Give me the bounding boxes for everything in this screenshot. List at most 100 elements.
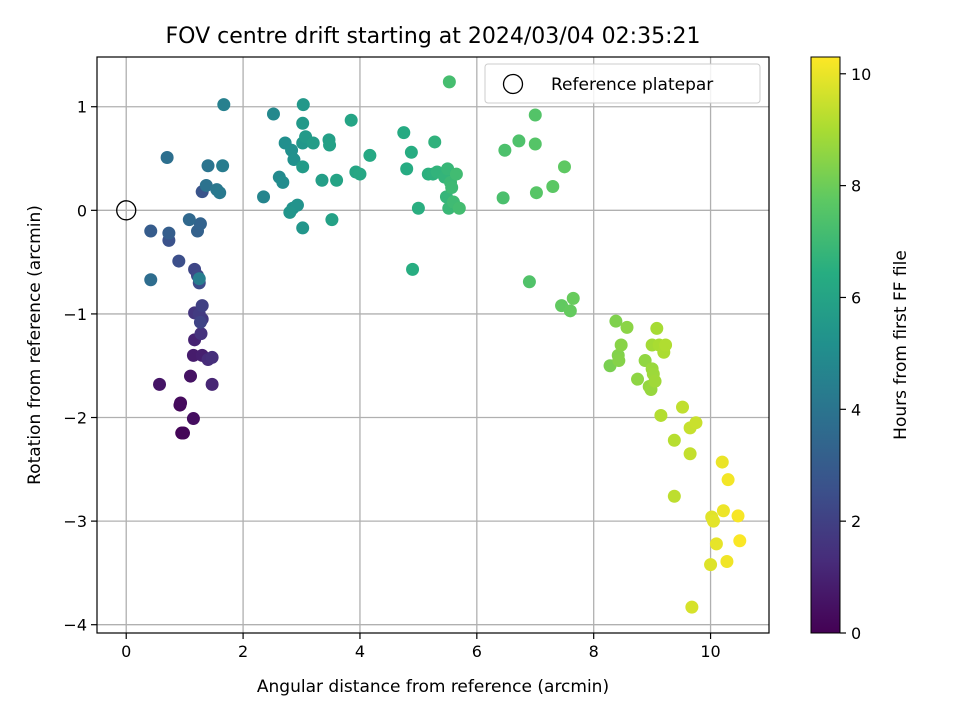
scatter-point: [715, 455, 729, 469]
scatter-point: [205, 377, 219, 391]
scatter-point: [689, 416, 703, 430]
colorbar-tick-label: 10: [851, 65, 871, 84]
y-tick-label: −2: [63, 409, 87, 428]
scatter-point: [330, 173, 344, 187]
y-tick-label: −4: [63, 616, 87, 635]
scatter-point: [201, 159, 215, 173]
legend-box: [484, 63, 761, 104]
scatter-point: [315, 173, 329, 187]
x-tick-label: 10: [700, 642, 720, 661]
scatter-point: [400, 162, 414, 176]
x-axis-ticks: 0 2 4 6 8 10: [121, 633, 721, 661]
scatter-point: [445, 181, 459, 195]
scatter-point: [195, 299, 209, 313]
scatter-point: [685, 600, 699, 614]
colorbar-frame: [810, 56, 841, 634]
scatter-point: [654, 408, 668, 422]
scatter-point: [216, 159, 230, 173]
scatter-point: [162, 226, 176, 240]
scatter-point: [704, 558, 718, 572]
scatter-point: [667, 433, 681, 447]
scatter-point: [566, 291, 580, 305]
plot-area: 0 2 4 6 8 10 −4 −3 −2 −1 0 1: [63, 56, 770, 661]
scatter-point: [344, 113, 358, 127]
scatter-point: [733, 534, 747, 548]
scatter-point: [296, 98, 310, 112]
scatter-point: [283, 205, 297, 219]
scatter-point: [683, 447, 697, 461]
scatter-point: [144, 273, 158, 287]
scatter-point: [194, 327, 208, 341]
legend: Reference platepar: [484, 63, 761, 104]
scatter-point: [323, 138, 337, 152]
scatter-point: [716, 504, 730, 518]
scatter-point: [296, 116, 310, 130]
x-tick-label: 2: [238, 642, 248, 661]
scatter-point: [563, 304, 577, 318]
reference-marker-group: [116, 200, 137, 221]
scatter-point: [296, 221, 310, 235]
x-tick-label: 4: [355, 642, 365, 661]
scatter-point: [546, 179, 560, 193]
scatter-point: [709, 537, 723, 551]
scatter-point: [266, 107, 280, 121]
scatter-point: [193, 217, 207, 231]
scatter-point: [442, 75, 456, 89]
scatter-point: [176, 426, 190, 440]
grid: [97, 57, 769, 633]
scatter-point: [612, 354, 626, 368]
scatter-point: [676, 400, 690, 414]
scatter-point: [153, 377, 167, 391]
scatter-point: [522, 275, 536, 289]
y-tick-label: 0: [77, 201, 87, 220]
scatter-point: [620, 320, 634, 334]
scatter-point: [452, 201, 466, 215]
scatter-point: [186, 412, 200, 426]
scatter-point: [528, 137, 542, 151]
scatter-point: [192, 272, 206, 286]
scatter-point: [650, 321, 664, 335]
scatter-point: [174, 396, 188, 410]
y-tick-label: −3: [63, 512, 87, 531]
scatter-point: [257, 190, 271, 204]
scatter-point: [512, 134, 526, 148]
y-axis-ticks: −4 −3 −2 −1 0 1: [63, 98, 97, 635]
colorbar-tick-label: 8: [851, 177, 861, 196]
colorbar-gradient: [811, 57, 840, 633]
scatter-point: [306, 136, 320, 150]
scatter-point: [325, 213, 339, 227]
scatter-point: [217, 98, 231, 112]
scatter-point: [557, 160, 571, 174]
scatter-point: [706, 514, 720, 528]
scatter-point: [498, 143, 512, 157]
scatter-point: [631, 372, 645, 386]
data-points: [144, 75, 747, 614]
scatter-point: [183, 369, 197, 383]
scatter-point: [276, 175, 290, 189]
scatter-point: [397, 126, 411, 140]
scatter-point: [659, 338, 673, 352]
scatter-point: [144, 224, 158, 238]
scatter-point: [160, 150, 174, 164]
scatter-point: [648, 374, 662, 388]
scatter-point: [287, 153, 301, 167]
scatter-point: [721, 473, 735, 487]
legend-entry-reference: Reference platepar: [551, 75, 713, 95]
colorbar-tick-label: 2: [851, 512, 861, 531]
scatter-point: [296, 160, 310, 174]
scatter-point: [205, 350, 219, 364]
scatter-point: [529, 186, 543, 200]
chart-title: FOV centre drift starting at 2024/03/04 …: [166, 24, 701, 49]
scatter-point: [182, 213, 196, 227]
scatter-point: [528, 108, 542, 122]
reference-platepar-marker: [116, 200, 137, 221]
y-tick-label: 1: [77, 98, 87, 117]
scatter-point: [449, 167, 463, 181]
scatter-point: [411, 201, 425, 215]
scatter-point: [193, 315, 207, 329]
scatter-point: [404, 145, 418, 159]
colorbar-tick-label: 6: [851, 288, 861, 307]
scatter-point: [428, 135, 442, 149]
y-axis-label: Rotation from reference (arcmin): [25, 205, 45, 485]
